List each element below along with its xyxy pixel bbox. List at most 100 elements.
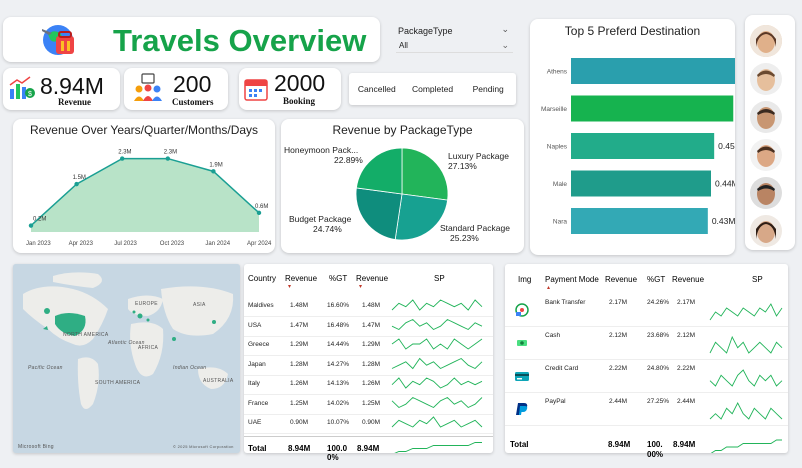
col-revenue2[interactable]: Revenue: [356, 274, 389, 283]
table-cell: 1.48M: [290, 302, 309, 309]
pie-label-value: 22.89%: [334, 155, 363, 165]
total-revenue: 8.94M: [288, 443, 311, 453]
table-row[interactable]: France 1.25M 14.02% 1.25M: [244, 396, 493, 415]
kpi-booking-label: Booking: [283, 96, 316, 106]
kpi-revenue-label: Revenue: [58, 97, 91, 107]
destination-value-label: 0.43M: [712, 216, 735, 226]
total-label: Total: [248, 443, 267, 453]
pie-label-name: Budget Package: [289, 214, 352, 224]
table-cell: 27.25%: [647, 398, 670, 405]
col-country[interactable]: Country: [248, 274, 277, 283]
table-cell: 2.22M: [677, 365, 696, 372]
world-map[interactable]: NORTH AMERICA SOUTH AMERICA EUROPE AFRIC…: [13, 264, 240, 453]
map-label-south-america: SOUTH AMERICA: [95, 380, 141, 386]
col-img[interactable]: Img: [518, 275, 532, 284]
table-cell: 1.28M: [290, 360, 309, 368]
table-cell: 2.12M: [677, 332, 696, 339]
col-payment-mode[interactable]: Payment Mode: [545, 275, 599, 284]
kpi-booking-value: 2000: [274, 70, 326, 96]
revenue-point[interactable]: [74, 181, 79, 187]
table-row[interactable]: Maldives 1.48M 16.60% 1.48M: [244, 298, 493, 317]
destination-bar[interactable]: [571, 133, 715, 159]
col-gt[interactable]: %GT: [329, 274, 348, 283]
revenue-point[interactable]: [256, 210, 262, 216]
package-type-select[interactable]: All ⌄: [396, 39, 513, 53]
revenue-point[interactable]: [211, 169, 216, 174]
col-revenue[interactable]: Revenue: [285, 274, 318, 283]
map-label-asia: ASIA: [193, 302, 206, 308]
package-type-filter[interactable]: PackageType ⌄ All ⌄: [392, 20, 517, 60]
revenue-chart-title: Revenue Over Years/Quarter/Months/Days: [29, 123, 259, 137]
table-row[interactable]: Italy 1.26M 14.13% 1.26M: [244, 376, 493, 395]
map-canvas[interactable]: NORTH AMERICA SOUTH AMERICA EUROPE AFRIC…: [13, 264, 240, 453]
table-cell: 24.26%: [647, 299, 670, 306]
table-row[interactable]: Bank Transfer 2.17M 24.26% 2.17M: [505, 294, 788, 327]
map-label-atlantic: Atlantic Ocean: [107, 340, 145, 346]
customers-icon: [134, 73, 162, 101]
table-cell: 1.26M: [290, 380, 309, 387]
revenue-area-chart[interactable]: 0.2M Jan 2023 1.5M Apr 2023 2.3M Jul 2023 2.3M…: [13, 119, 275, 253]
destination-bar[interactable]: [571, 208, 708, 234]
total-revenue2: 8.94M: [357, 443, 380, 453]
table-row[interactable]: Credit Card 2.22M 24.80% 2.22M: [505, 360, 788, 393]
col-pay-revenue2[interactable]: Revenue: [672, 275, 705, 284]
status-cancelled-button[interactable]: Cancelled: [357, 84, 396, 94]
svg-text:$: $: [28, 91, 32, 98]
revenue-point[interactable]: [120, 156, 125, 161]
table-row[interactable]: UAE 0.90M 10.07% 0.90M: [244, 415, 493, 434]
col-pay-sp[interactable]: SP: [752, 275, 763, 284]
col-pay-revenue[interactable]: Revenue: [605, 275, 638, 284]
sort-desc-icon: ▾: [288, 284, 292, 290]
revenue-over-time-card: Revenue Over Years/Quarter/Months/Days 0…: [13, 119, 275, 253]
table-cell: France: [248, 399, 269, 407]
payment-table-card: Img Payment Mode ▴ Revenue %GT Revenue S…: [505, 264, 788, 459]
destination-bar[interactable]: [571, 95, 734, 122]
table-cell: 2.44M: [609, 398, 628, 405]
filter-value: All: [399, 41, 408, 50]
destination-bar[interactable]: [571, 170, 711, 197]
revenue-x-tick: Jan 2024: [205, 241, 230, 247]
table-row[interactable]: USA 1.47M 16.48% 1.47M: [244, 318, 493, 337]
table-cell: 2.17M: [609, 299, 628, 306]
cash-icon: [514, 335, 530, 351]
revenue-point[interactable]: [165, 156, 170, 161]
table-cell: Cash: [545, 332, 561, 339]
revenue-line: [30, 157, 260, 227]
col-pay-gt[interactable]: %GT: [647, 275, 666, 284]
kpi-customers-card: 200 Customers: [124, 68, 228, 110]
status-slicer[interactable]: Cancelled Completed Pending: [349, 73, 516, 105]
table-cell: Italy: [248, 380, 260, 387]
total-revenue2: 8.94M: [673, 440, 696, 449]
table-row[interactable]: Greece 1.29M 14.44% 1.29M: [244, 337, 493, 356]
chevron-down-icon[interactable]: ⌄: [501, 24, 509, 34]
destination-bar[interactable]: [571, 58, 735, 84]
paypal-icon: [514, 401, 530, 417]
table-cell: Credit Card: [545, 365, 579, 372]
table-row[interactable]: PayPal 2.44M 27.25% 2.44M: [505, 393, 788, 426]
table-row[interactable]: Cash 2.12M 23.68% 2.12M: [505, 327, 788, 360]
revenue-x-tick: Jan 2023: [26, 241, 51, 247]
sort-asc-icon: ▴: [547, 285, 551, 291]
total-revenue: 8.94M: [608, 440, 631, 449]
pie-slice[interactable]: [401, 147, 449, 201]
pie-label-name: Honeymoon Pack...: [284, 145, 358, 155]
card-icon: [514, 368, 530, 384]
col-sp[interactable]: SP: [434, 274, 445, 283]
pie-slice[interactable]: [394, 193, 449, 241]
map-label-australia: AUSTRALIA: [203, 378, 234, 384]
pie-label-name: Standard Package: [440, 223, 510, 233]
map-label-africa: AFRICA: [138, 345, 158, 351]
top5-bar-chart[interactable]: Athens0.52MMarseille0.51MNaples0.45MMale…: [530, 19, 735, 255]
bank-icon: [514, 302, 530, 318]
table-cell: 1.28M: [362, 360, 381, 368]
status-completed-button[interactable]: Completed: [411, 84, 454, 94]
table-row[interactable]: Japan 1.28M 14.27% 1.28M: [244, 357, 493, 376]
pie-slice[interactable]: [355, 147, 403, 195]
revenue-point[interactable]: [28, 223, 34, 228]
status-pending-button[interactable]: Pending: [472, 84, 504, 94]
map-attribution: Microsoft Bing: [18, 444, 54, 450]
table-cell: 2.12M: [609, 332, 628, 339]
total-label: Total: [510, 440, 529, 449]
pie-slice[interactable]: [355, 187, 403, 240]
